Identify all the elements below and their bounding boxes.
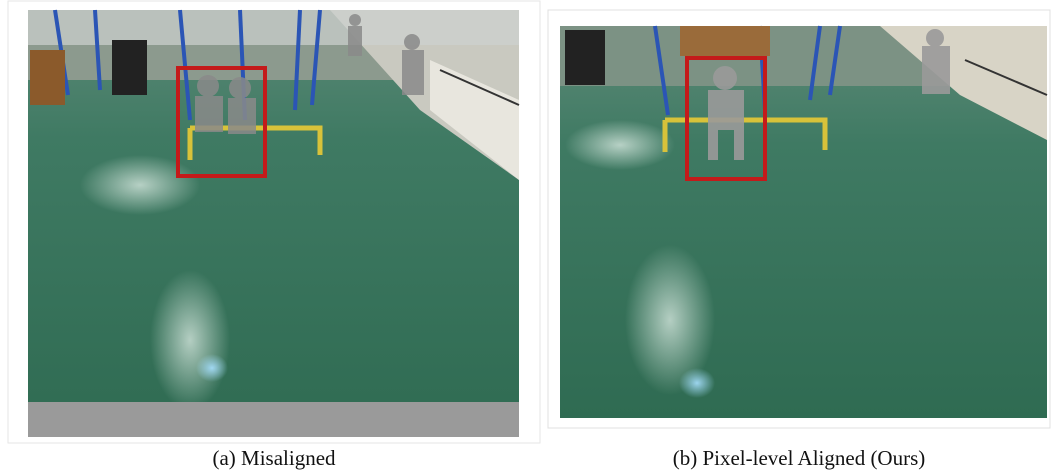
caption: (b) Pixel-level Aligned (Ours): [548, 446, 1050, 471]
caption: (a) Misaligned: [8, 446, 540, 471]
image-misaligned: [28, 10, 519, 437]
image-aligned: [560, 26, 1047, 418]
figure: [0, 0, 1056, 473]
figure-page: (a) Misaligned (b) Pixel-level Aligned (…: [0, 0, 1056, 473]
